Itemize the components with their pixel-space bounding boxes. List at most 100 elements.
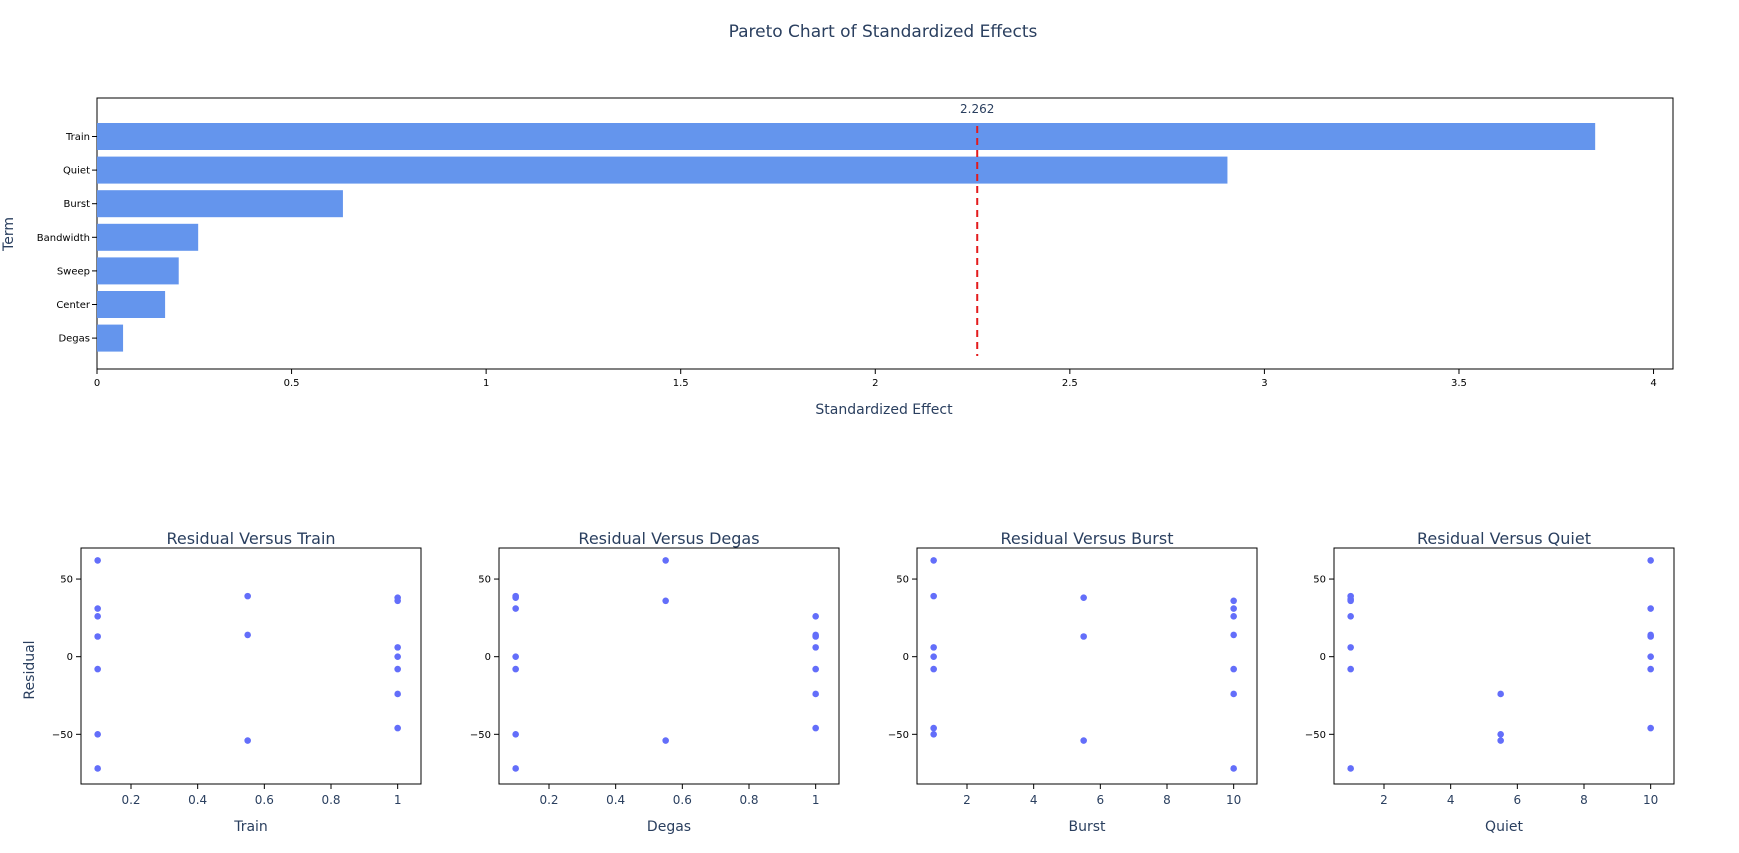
subplot-frame [1333,547,1675,785]
y-tick-label: 50 [1313,575,1326,586]
x-tick-label: 0.2 [121,793,140,807]
bar-center [97,291,166,318]
scatter-point [244,737,251,744]
x-tick-label: 0.8 [739,793,758,807]
scatter-point [930,557,937,564]
scatter-point [512,653,519,660]
bar-bandwidth [97,223,199,251]
scatter-point [1080,594,1087,601]
x-tick-label: 2.5 [1062,378,1078,389]
reference-line-label: 2.262 [960,102,994,116]
scatter-point [512,594,519,601]
y-tick-label: −50 [52,730,73,741]
scatter-point [1497,737,1504,744]
x-tick-label: 3 [1261,378,1267,389]
x-tick-label: 0.6 [673,793,692,807]
x-tick-label: 0.6 [255,793,274,807]
scatter-point [512,765,519,772]
scatter-point [662,597,669,605]
residual-plot-burst: Residual Versus Burst 50 0 −50 2 4 6 8 10 Burst [888,529,1258,835]
subplot-frame [498,547,840,785]
scatter-point [1497,690,1504,698]
y-tick-label-quiet: Quiet [63,166,90,177]
x-tick-label: 2 [1380,793,1388,807]
x-tick-label: 4 [1447,793,1455,807]
residual-plot-train: Residual Versus Train 50 0 −50 0.2 0.4 0.6 0.8 1… [22,529,422,835]
pareto-bars [97,123,1596,352]
scatter-point [812,724,819,732]
bar-burst [97,190,343,218]
scatter-point [244,592,251,600]
subplot-title: Residual Versus Train [166,529,335,548]
subplot-x-axis-title: Quiet [1485,819,1523,835]
pareto-y-axis-title: Term [1,217,17,252]
residual-plot-quiet: Residual Versus Quiet 50 0 −50 2 4 6 8 10 Quiet [1305,529,1675,835]
scatter-point [930,592,937,600]
scatter-point [244,631,251,639]
x-tick-label: 0.8 [321,793,340,807]
x-tick-label: 8 [1163,793,1171,807]
scatter-point [812,613,819,620]
scatter-point [1230,765,1237,772]
y-tick-label: 50 [60,575,73,586]
y-tick-label: −50 [888,730,909,741]
y-tick-label: −50 [1305,730,1326,741]
y-tick-label: 0 [1320,652,1326,663]
y-tick-label: 50 [896,575,909,586]
scatter-point [1347,765,1354,772]
x-tick-label: 8 [1580,793,1588,807]
x-tick-label: 0 [94,378,100,389]
scatter-point [812,633,819,640]
scatter-point [1230,690,1237,698]
x-tick-label: 2 [872,378,878,389]
x-tick-label: 6 [1514,793,1522,807]
y-tick-label-center: Center [56,300,91,311]
x-tick-label: 3.5 [1451,378,1467,389]
x-tick-label: 0.5 [284,378,300,389]
pareto-x-tick-labels: 0 0.5 1 1.5 2 2.5 3 3.5 4 [94,369,1657,389]
scatter-point [1080,633,1087,640]
scatter-point [1497,731,1504,738]
x-tick-label: 2 [963,793,971,807]
pareto-chart: Pareto Chart of Standardized Effects Tra… [1,22,1674,418]
scatter-point [662,737,669,744]
scatter-point [930,724,937,732]
scatter-point [94,731,101,738]
x-tick-label: 1 [483,378,489,389]
pareto-y-tick-labels: Train Quiet Burst Bandwidth Sweep Center Degas [37,132,97,345]
subplot-x-axis-title: Train [233,819,268,835]
y-tick-label: 0 [903,652,909,663]
subplot-x-axis-title: Burst [1068,819,1106,835]
y-tick-label: 50 [478,575,491,586]
scatter-point [812,665,819,673]
scatter-point [930,665,937,673]
scatter-point [1347,665,1354,673]
scatter-point [1347,644,1354,651]
x-tick-label: 6 [1097,793,1105,807]
scatter-point [394,665,401,673]
x-tick-label: 1.5 [673,378,689,389]
scatter-point [1647,724,1654,732]
scatter-point [812,644,819,651]
bar-degas [97,324,124,352]
scatter-point [812,690,819,698]
pareto-title: Pareto Chart of Standardized Effects [729,22,1038,42]
bar-train [97,123,1596,150]
scatter-point [1647,665,1654,673]
scatter-point [1230,613,1237,620]
subplot-frame [80,547,422,785]
scatter-point [930,731,937,738]
y-tick-label-burst: Burst [64,199,91,210]
x-tick-label: 1 [812,793,820,807]
scatter-point [1230,605,1237,612]
pareto-x-axis-title: Standardized Effect [815,402,953,418]
scatter-point [1230,631,1237,639]
scatter-point [394,597,401,605]
y-tick-label-sweep: Sweep [57,266,90,277]
x-tick-label: 4 [1650,378,1656,389]
scatter-point [1647,653,1654,660]
y-tick-label: 0 [67,652,73,663]
scatter-point [1347,597,1354,605]
x-tick-label: 0.2 [539,793,558,807]
x-tick-label: 1 [394,793,402,807]
